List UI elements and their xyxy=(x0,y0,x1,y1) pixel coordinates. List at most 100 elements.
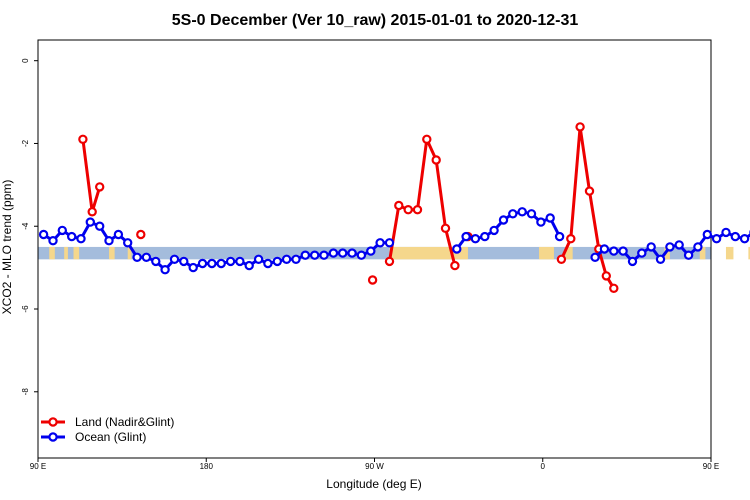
y-axis: 0 -2 -4 -6 -8 xyxy=(21,58,38,395)
land-data-point xyxy=(584,186,595,196)
ocean-data-point xyxy=(338,248,348,258)
ocean-data-point xyxy=(76,233,86,244)
ocean-data-point xyxy=(310,250,320,260)
ocean-data-point xyxy=(498,215,509,225)
ocean-data-point xyxy=(235,256,245,267)
ocean-data-point xyxy=(328,248,339,258)
ocean-data-point xyxy=(674,240,684,250)
ocean-data-point xyxy=(545,213,555,223)
land-data-point xyxy=(609,283,619,293)
land-data-point xyxy=(601,271,612,281)
ocean-data-point xyxy=(526,209,537,219)
ocean-data-point xyxy=(57,225,68,236)
ocean-data-point xyxy=(207,258,217,269)
ocean-data-point xyxy=(263,258,273,269)
land-data-point xyxy=(384,256,395,267)
ocean-series-line xyxy=(455,210,561,250)
ocean-data-point xyxy=(160,265,170,275)
land-data-point xyxy=(556,254,567,264)
land-band-patch xyxy=(49,246,55,260)
land-legend-label: Land (Nadir&Glint) xyxy=(75,415,174,429)
x-tick-label: 90 E xyxy=(30,462,46,471)
land-data-point xyxy=(412,204,423,215)
ocean-data-point xyxy=(721,227,731,238)
ocean-data-point xyxy=(179,256,189,267)
land-series-line xyxy=(81,139,102,214)
x-tick-label: 180 xyxy=(200,462,214,471)
y-axis-label: XCO2 - MLO trend (ppm) xyxy=(0,180,14,315)
land-data-point xyxy=(78,134,88,144)
ocean-series xyxy=(38,207,750,275)
x-axis-label: Longitude (deg E) xyxy=(326,477,421,491)
ocean-data-point xyxy=(104,235,114,246)
ocean-data-point xyxy=(169,254,180,264)
x-tick-label: 90 E xyxy=(703,462,719,471)
ocean-data-point xyxy=(225,256,236,267)
ocean-data-point xyxy=(627,256,638,267)
ocean-data-point xyxy=(319,250,329,260)
y-tick-label: -4 xyxy=(21,222,30,230)
ocean-data-point xyxy=(197,258,208,269)
x-axis: 90 E 180 90 W 0 90 E xyxy=(30,458,719,471)
land-legend-marker xyxy=(48,417,58,427)
ocean-data-point xyxy=(461,231,471,242)
land-data-point xyxy=(440,223,451,233)
legend: Land (Nadir&Glint)Ocean (Glint) xyxy=(41,415,174,444)
ocean-data-point xyxy=(711,233,722,244)
land-band-patch xyxy=(748,246,750,260)
ocean-data-point xyxy=(66,231,77,242)
land-band-patch xyxy=(725,246,734,260)
ocean-data-point xyxy=(300,250,310,260)
ocean-data-point xyxy=(517,207,527,217)
land-band-patch xyxy=(389,246,468,260)
ocean-data-point xyxy=(48,235,58,246)
ocean-data-point xyxy=(216,258,226,269)
ocean-series-line xyxy=(42,220,390,272)
ocean-data-point xyxy=(554,231,565,242)
ocean-data-point xyxy=(94,221,105,231)
ocean-data-point xyxy=(356,250,367,260)
land-data-point xyxy=(431,155,441,165)
series-layer xyxy=(38,122,750,293)
ocean-data-point xyxy=(38,229,49,240)
ocean-data-point xyxy=(739,233,750,244)
land-data-point xyxy=(450,260,460,271)
ocean-data-point xyxy=(665,242,675,252)
ocean-data-point xyxy=(470,233,481,244)
ocean-data-point xyxy=(366,246,376,256)
x-tick-label: 90 W xyxy=(365,462,384,471)
ocean-legend-marker xyxy=(48,432,58,442)
land-band-patch xyxy=(539,246,554,260)
ocean-data-point xyxy=(609,246,619,256)
ocean-legend-label: Ocean (Glint) xyxy=(75,430,146,444)
land-data-point xyxy=(136,229,146,240)
land-series-line xyxy=(560,125,616,290)
land-band-patch xyxy=(73,246,80,260)
land-data-point xyxy=(566,233,576,244)
y-tick-label: -2 xyxy=(21,139,30,147)
ocean-data-point xyxy=(452,244,462,254)
land-data-point xyxy=(403,204,413,215)
ocean-data-point xyxy=(375,238,385,248)
ocean-data-point xyxy=(599,244,610,254)
y-tick-label: -6 xyxy=(21,305,30,313)
land-data-point xyxy=(367,275,378,285)
ocean-data-point xyxy=(489,225,499,236)
ocean-data-point xyxy=(151,256,161,267)
ocean-data-point xyxy=(730,231,741,242)
ocean-data-point xyxy=(141,252,152,262)
land-data-point xyxy=(394,200,404,211)
ocean-data-point xyxy=(132,252,142,262)
ocean-data-point xyxy=(646,242,656,252)
ocean-data-point xyxy=(122,238,133,248)
land-data-point xyxy=(94,182,105,192)
land-series xyxy=(78,122,619,293)
land-data-point xyxy=(575,122,585,132)
ocean-data-point xyxy=(508,209,518,219)
ocean-data-point xyxy=(637,248,647,258)
ocean-data-point xyxy=(291,254,301,264)
ocean-data-point xyxy=(590,252,600,262)
y-tick-label: -8 xyxy=(21,388,30,396)
ocean-data-point xyxy=(683,250,694,260)
